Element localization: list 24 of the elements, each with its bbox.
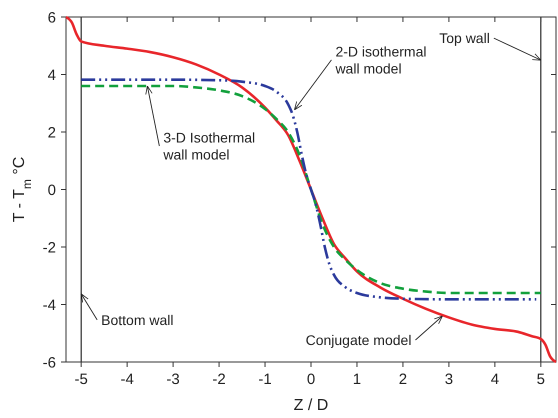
x-tick-label: 3 <box>444 371 454 388</box>
annotation: 3-D Isothermal wall model <box>162 129 256 162</box>
y-tick-label: -2 <box>42 239 56 256</box>
x-tick-label: -2 <box>212 371 226 388</box>
y-tick-label: 4 <box>48 66 56 84</box>
x-tick-label: -5 <box>74 371 88 388</box>
x-tick-label: 1 <box>352 371 362 388</box>
x-tick-label: -3 <box>166 371 180 388</box>
x-tick-label: 2 <box>398 371 408 388</box>
y-tick-label: -6 <box>42 354 56 372</box>
x-axis-title: Z / D <box>294 397 328 414</box>
annotation: 2-D isothermal wall model <box>334 43 426 76</box>
y-tick-label: 2 <box>48 124 56 142</box>
x-tick-label: -1 <box>258 371 272 388</box>
annotation: Conjugate model <box>306 332 412 348</box>
annotation: Top wall <box>439 30 490 46</box>
y-tick-label: 6 <box>48 9 56 26</box>
x-tick-label: -4 <box>120 371 134 388</box>
y-tick-label: 0 <box>48 182 56 199</box>
x-tick-label: 0 <box>306 371 316 388</box>
annotation: Bottom wall <box>101 312 174 328</box>
x-tick-label: 4 <box>490 371 500 388</box>
x-tick-label: 5 <box>536 371 546 388</box>
y-tick-label: -4 <box>42 296 56 314</box>
